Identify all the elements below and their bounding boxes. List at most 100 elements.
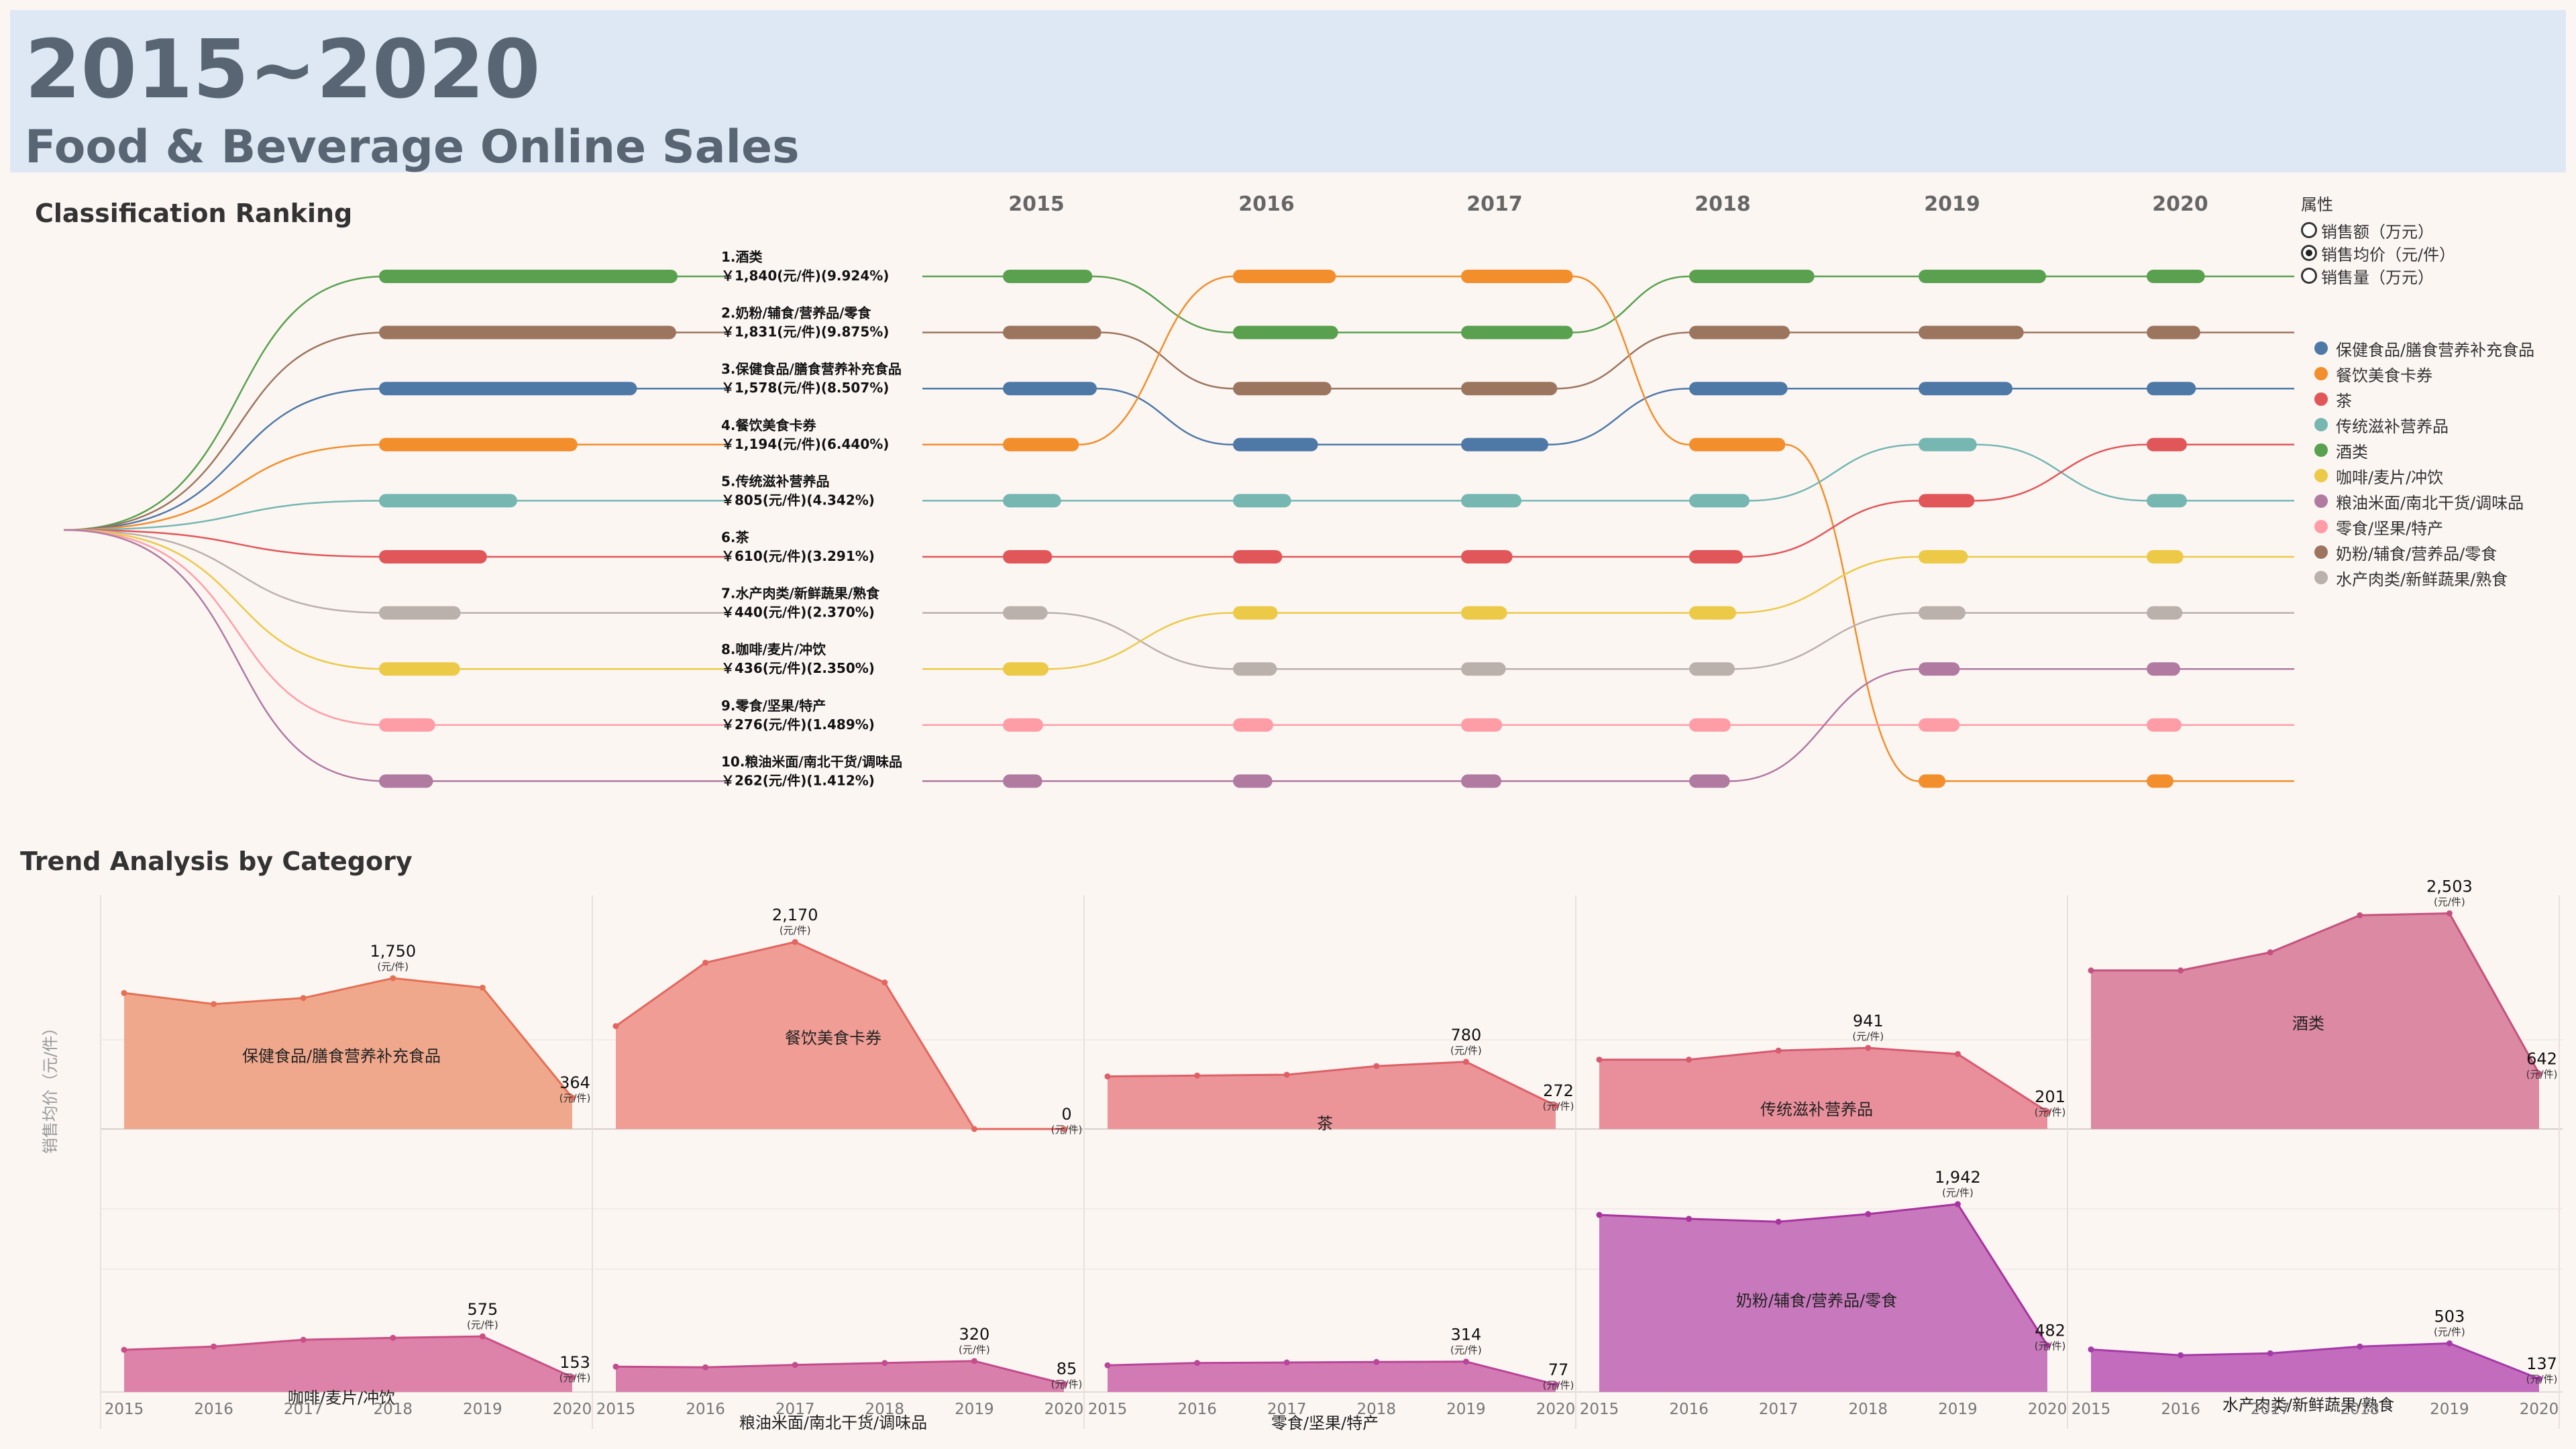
- ranking-label: 1.酒类: [721, 249, 763, 265]
- trend-x-tick: 2015: [1088, 1401, 1128, 1418]
- trend-point: [479, 1333, 486, 1340]
- trend-point: [792, 938, 798, 945]
- trend-last-label: 272: [1543, 1081, 1574, 1100]
- trend-last-label: 482: [2035, 1322, 2065, 1340]
- trend-line: [615, 941, 1064, 1130]
- legend-dot-icon: [2314, 341, 2328, 355]
- trend-max-label: 941: [1853, 1012, 1884, 1030]
- ranking-link-line: [63, 331, 724, 531]
- attribute-option-1[interactable]: 销售均价（元/件）: [2301, 241, 2455, 264]
- trend-line: [1599, 1203, 2049, 1346]
- category-legend-label: 咖啡/麦片/冲饮: [2336, 468, 2444, 487]
- trend-x-tick: 2017: [2251, 1401, 2290, 1418]
- trend-point: [971, 1358, 977, 1364]
- bump-line: [922, 443, 2294, 558]
- trend-last-label: 85: [1057, 1360, 1077, 1379]
- trend-unit-label: (元/件): [2035, 1106, 2066, 1118]
- trend-area: [616, 1360, 1064, 1392]
- trend-max-label: 780: [1450, 1026, 1481, 1044]
- year-header: 2017: [1466, 193, 1523, 216]
- trend-last-label: 201: [2035, 1087, 2065, 1106]
- ranking-label: 9.零食/坚果/特产: [721, 698, 826, 714]
- category-legend-item[interactable]: 保健食品/膳食营养补充食品: [2314, 335, 2534, 361]
- attribute-option-label: 销售均价（元/件）: [2321, 245, 2456, 264]
- category-legend-item[interactable]: 粮油米面/南北干货/调味品: [2314, 488, 2534, 514]
- bump-line: [922, 275, 2294, 333]
- category-legend-item[interactable]: 奶粉/辅食/营养品/零食: [2314, 539, 2534, 565]
- trend-series-label: 咖啡/麦片/冲饮: [288, 1389, 395, 1407]
- trend-line: [615, 1360, 1065, 1385]
- trend-point: [1865, 1211, 1872, 1218]
- trend-x-tick: 2016: [1177, 1401, 1217, 1418]
- trend-x-tick: 2018: [1849, 1401, 1888, 1418]
- category-legend-label: 奶粉/辅食/营养品/零食: [2336, 544, 2498, 564]
- trend-unit-label: (元/件): [559, 1372, 591, 1384]
- trend-series-label: 酒类: [2292, 1014, 2324, 1033]
- trend-max-label: 575: [467, 1300, 498, 1319]
- trend-area: [124, 978, 572, 1129]
- category-legend-label: 传统滋补营养品: [2336, 417, 2449, 436]
- trend-point: [2088, 967, 2094, 974]
- trend-point: [1552, 1102, 1559, 1109]
- year-header: 2018: [1695, 193, 1751, 216]
- trend-x-tick: 2019: [463, 1401, 502, 1418]
- trend-point: [1061, 1126, 1067, 1132]
- category-legend-item[interactable]: 酒类: [2314, 437, 2534, 463]
- header-banner: 2015~2020 Food & Beverage Online Sales: [10, 10, 2566, 174]
- category-legend-item[interactable]: 水产肉类/新鲜蔬果/熟食: [2314, 565, 2534, 590]
- trend-x-tick: 2020: [553, 1401, 592, 1418]
- trend-series-label: 奶粉/辅食/营养品/零食: [1736, 1291, 1897, 1310]
- trend-unit-label: (元/件): [377, 961, 409, 973]
- trend-max-label: 1,750: [370, 942, 416, 961]
- trend-point: [2446, 910, 2453, 916]
- trend-x-tick: 2016: [686, 1401, 725, 1418]
- trend-point: [1954, 1051, 1961, 1057]
- ranking-value-label: ￥262(元/件)(1.412%): [721, 772, 875, 788]
- trend-unit-label: (元/件): [959, 1344, 990, 1356]
- radio-icon[interactable]: [2301, 245, 2317, 261]
- trend-point: [1775, 1047, 1782, 1054]
- trend-x-tick: 2019: [1938, 1401, 1978, 1418]
- trend-point: [702, 1364, 709, 1371]
- trend-point: [211, 1343, 217, 1350]
- legend-dot-icon: [2314, 367, 2328, 380]
- bump-line: [922, 387, 2294, 446]
- bump-line: [922, 612, 2294, 670]
- category-legend-item[interactable]: 传统滋补营养品: [2314, 412, 2534, 437]
- category-legend-item[interactable]: 茶: [2314, 386, 2534, 412]
- trend-area: [2091, 913, 2539, 1129]
- trend-max-label: 320: [959, 1325, 989, 1344]
- trend-last-label: 137: [2526, 1354, 2557, 1373]
- trend-point: [1104, 1073, 1111, 1080]
- trend-unit-label: (元/件): [467, 1319, 498, 1331]
- category-legend-item[interactable]: 咖啡/麦片/冲饮: [2314, 463, 2534, 488]
- trend-unit-label: (元/件): [2526, 1069, 2558, 1081]
- radio-icon[interactable]: [2301, 222, 2317, 238]
- ranking-value-label: ￥1,831(元/件)(9.875%): [721, 324, 889, 340]
- category-legend: 保健食品/膳食营养补充食品 餐饮美食卡券茶传统滋补营养品 酒类咖啡/麦片/冲饮粮油米…: [2314, 335, 2534, 590]
- trend-last-label: 364: [559, 1073, 590, 1092]
- trend-point: [1596, 1057, 1603, 1063]
- trend-point: [2088, 1346, 2094, 1353]
- category-legend-item[interactable]: 零食/坚果/特产: [2314, 514, 2534, 539]
- trend-x-tick: 2020: [2028, 1401, 2068, 1418]
- category-legend-label: 粮油米面/南北干货/调味品: [2336, 493, 2524, 513]
- trend-point: [2357, 912, 2363, 918]
- attribute-option-0[interactable]: 销售额（万元）: [2301, 219, 2455, 241]
- trend-max-label: 503: [2434, 1307, 2465, 1326]
- trend-line: [123, 1335, 573, 1379]
- trend-point: [1194, 1360, 1201, 1366]
- trend-unit-label: (元/件): [559, 1092, 591, 1104]
- ranking-value-label: ￥1,578(元/件)(8.507%): [721, 380, 889, 396]
- trend-point: [300, 1336, 307, 1343]
- legend-dot-icon: [2314, 418, 2328, 431]
- trend-point: [121, 1346, 127, 1353]
- trend-point: [881, 979, 888, 986]
- trend-point: [2267, 949, 2273, 956]
- attribute-option-label: 销售量（万元）: [2321, 268, 2434, 287]
- attribute-option-2[interactable]: 销售量（万元）: [2301, 264, 2455, 287]
- category-legend-item[interactable]: 餐饮美食卡券: [2314, 361, 2534, 386]
- radio-icon[interactable]: [2301, 268, 2317, 284]
- trend-point: [2357, 1343, 2363, 1350]
- trend-series-label: 传统滋补营养品: [1760, 1100, 1873, 1119]
